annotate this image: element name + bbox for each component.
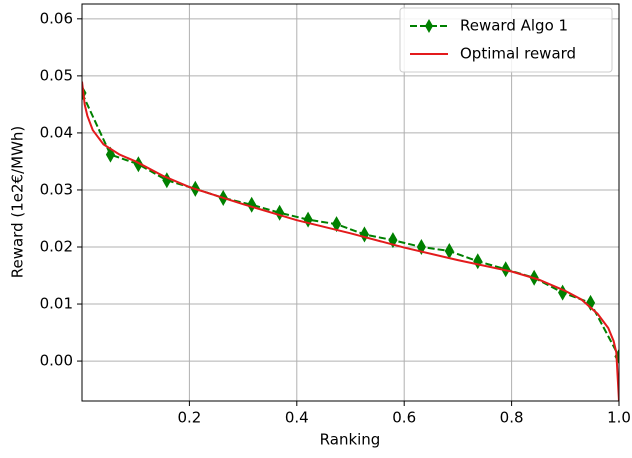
marker bbox=[247, 196, 257, 213]
x-tick-label: 0.2 bbox=[177, 409, 201, 427]
marker bbox=[331, 216, 342, 233]
marker bbox=[275, 204, 285, 221]
series-line bbox=[82, 81, 619, 401]
marker bbox=[388, 232, 398, 249]
y-axis-label: Reward (1e2€/MWh) bbox=[9, 126, 27, 279]
legend-label: Optimal reward bbox=[460, 45, 576, 63]
y-tick-label: 0.05 bbox=[40, 66, 73, 84]
legend-box bbox=[399, 7, 613, 73]
marker bbox=[444, 242, 454, 259]
marker bbox=[585, 294, 596, 311]
x-tick-label: 1.0 bbox=[607, 409, 631, 427]
marker bbox=[501, 261, 511, 278]
plot-frame bbox=[81, 3, 620, 402]
y-tick-label: 0.00 bbox=[40, 352, 73, 370]
legend-marker bbox=[425, 19, 433, 33]
y-tick-label: 0.04 bbox=[40, 123, 73, 141]
y-tick-label: 0.06 bbox=[40, 9, 73, 27]
x-axis-label: Ranking bbox=[320, 431, 381, 449]
x-tick-label: 0.4 bbox=[285, 409, 309, 427]
y-tick-label: 0.02 bbox=[40, 237, 73, 255]
y-tick-label: 0.03 bbox=[40, 180, 73, 198]
legend-label: Reward Algo 1 bbox=[460, 17, 568, 35]
marker bbox=[105, 146, 116, 163]
y-tick-label: 0.01 bbox=[40, 295, 73, 313]
x-tick-label: 0.6 bbox=[392, 409, 416, 427]
marker bbox=[473, 253, 483, 270]
marker bbox=[359, 226, 370, 243]
x-tick-label: 0.8 bbox=[500, 409, 524, 427]
